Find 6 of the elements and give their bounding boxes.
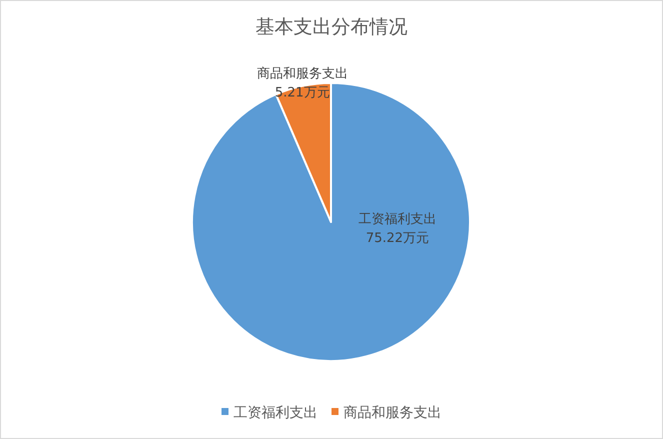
- slice-label: 商品和服务支出: [256, 66, 348, 82]
- slice-label: 工资福利支出: [358, 212, 436, 227]
- chart-title: 基本支出分布情况: [256, 16, 408, 38]
- legend-label: 工资福利支出: [234, 405, 318, 421]
- data-label: 75.22万元: [366, 230, 430, 246]
- legend-label: 商品和服务支出: [344, 405, 442, 421]
